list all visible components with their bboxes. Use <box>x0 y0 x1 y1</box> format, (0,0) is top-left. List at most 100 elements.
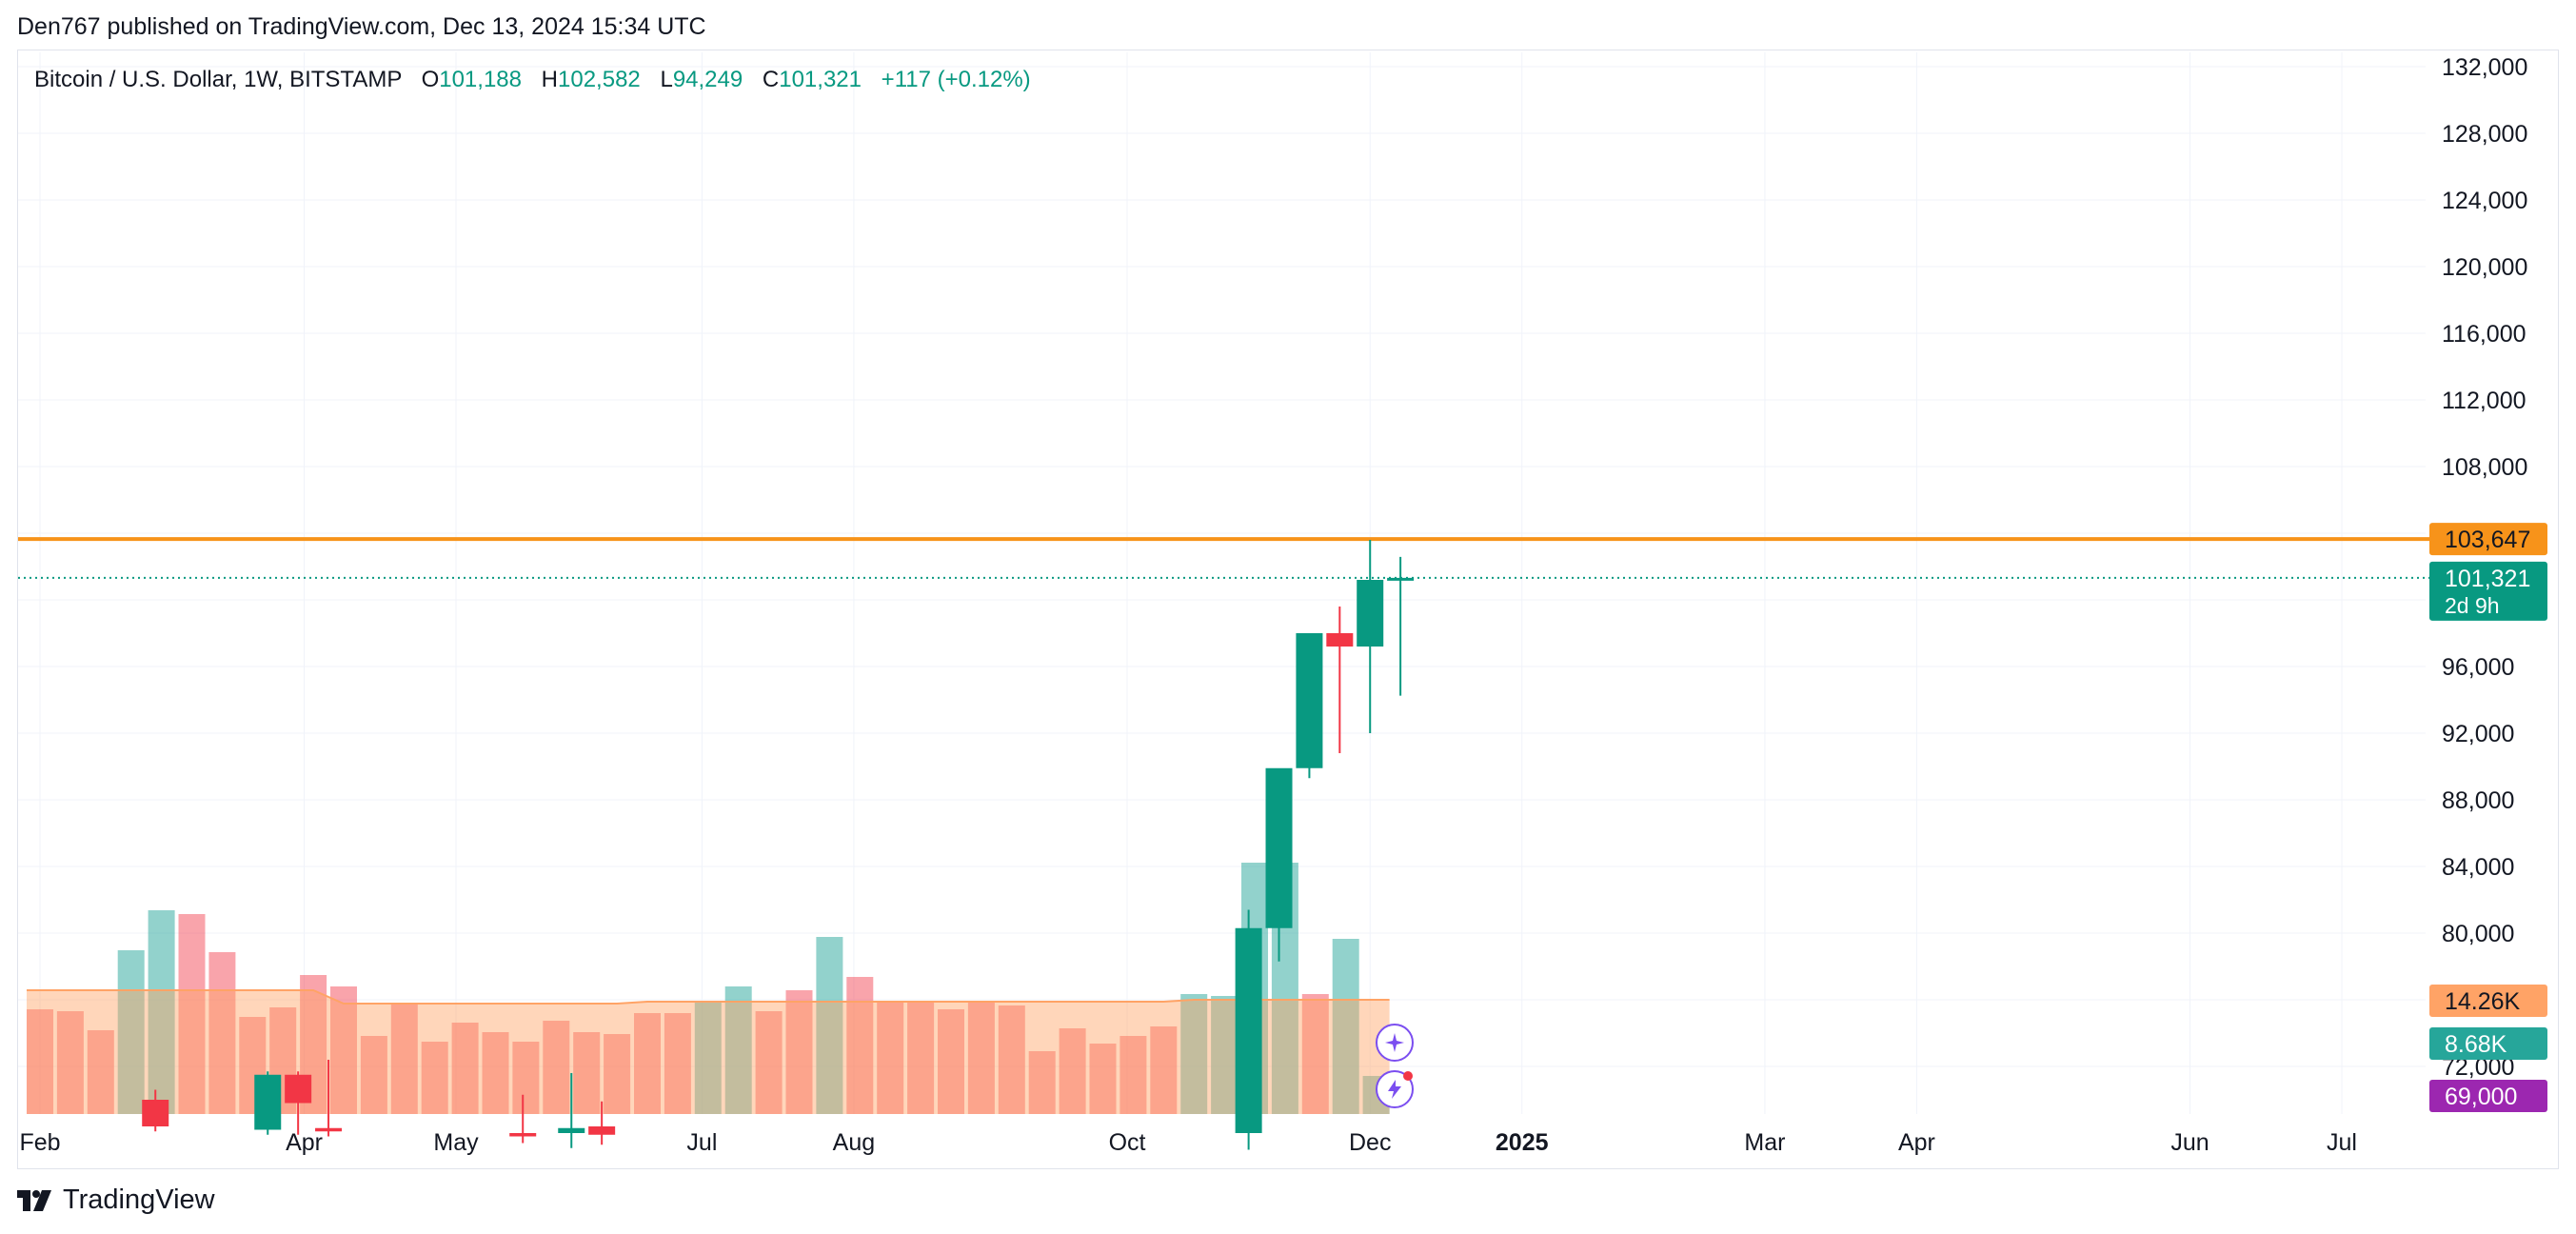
last-price-text: 101,321 <box>2445 566 2530 592</box>
volume-bar <box>390 1004 418 1114</box>
volume-bar <box>604 1034 631 1114</box>
horizontal-level-label-text: 103,647 <box>2445 527 2530 553</box>
candle-body <box>1357 580 1384 647</box>
volume-bar <box>482 1032 509 1114</box>
volume-bar <box>512 1042 540 1114</box>
symbol-legend: Bitcoin / U.S. Dollar, 1W, BITSTAMP O101… <box>34 67 1031 93</box>
legend-high-label: H <box>541 67 559 92</box>
volume-price-label-box <box>2429 1080 2547 1112</box>
volume-bar <box>967 1002 995 1114</box>
volume-bar <box>1180 994 1208 1114</box>
volume-bar <box>1150 1026 1178 1114</box>
volume-bar <box>360 1036 387 1114</box>
candle-body <box>1326 633 1354 647</box>
time-tick-label: Jul <box>686 1129 717 1156</box>
price-tick-label: 84,000 <box>2442 854 2514 881</box>
tradingview-brand: TradingView <box>63 1184 215 1215</box>
time-tick-label: Jun <box>2170 1129 2209 1156</box>
countdown-text: 2d 9h <box>2445 593 2500 618</box>
volume-bar <box>724 986 752 1114</box>
legend-high-value: 102,582 <box>558 67 641 92</box>
time-tick-label: Aug <box>833 1129 875 1156</box>
volume-bar <box>1301 994 1329 1114</box>
legend-open-value: 101,188 <box>439 67 522 92</box>
volume-ma-line <box>27 989 1390 1005</box>
volume-bar <box>1089 1044 1117 1114</box>
volume-ma-area <box>27 990 1390 1114</box>
volume-bar <box>694 1002 722 1114</box>
time-tick-label: Apr <box>286 1129 323 1156</box>
notification-dot <box>1403 1071 1413 1081</box>
time-tick-label: Apr <box>1898 1129 1935 1156</box>
volume-bar <box>573 1032 601 1114</box>
legend-close-value: 101,321 <box>779 67 862 92</box>
volume-bar <box>664 1013 691 1114</box>
volume-bar <box>1211 996 1238 1114</box>
volume-bar <box>148 910 175 1114</box>
tradingview-logo-icon <box>17 1189 51 1211</box>
candle-body <box>1296 633 1323 768</box>
volume-bar <box>877 1002 904 1114</box>
volume-bar <box>543 1021 570 1114</box>
price-tick-label: 112,000 <box>2442 388 2526 414</box>
price-tick-label: 96,000 <box>2442 654 2514 681</box>
price-tick-label: 80,000 <box>2442 921 2514 947</box>
tradingview-logo[interactable]: TradingView <box>17 1184 215 1216</box>
volume-ma-label-box <box>2429 985 2547 1017</box>
price-tick-label: 116,000 <box>2442 321 2526 348</box>
candle-body <box>254 1074 282 1130</box>
volume-bar <box>1120 1036 1147 1114</box>
price-tick-label: 88,000 <box>2442 787 2514 814</box>
horizontal-level-label-box <box>2429 523 2547 556</box>
volume-bar <box>56 1011 84 1114</box>
volume-bar <box>1028 1051 1056 1114</box>
volume-bar <box>998 1005 1025 1114</box>
volume-bar <box>451 1023 479 1114</box>
volume-value-label-box <box>2429 1027 2547 1060</box>
chart-frame <box>17 50 2559 1169</box>
volume-bar <box>938 1009 964 1114</box>
volume-bar <box>117 950 145 1114</box>
candle-body <box>142 1100 169 1126</box>
candle-body <box>315 1127 343 1132</box>
candle-body <box>285 1074 312 1104</box>
time-tick-label: Oct <box>1109 1129 1146 1156</box>
price-tick-label: 108,000 <box>2442 454 2527 481</box>
volume-bar <box>178 914 206 1114</box>
volume-bar <box>421 1042 448 1114</box>
publisher-line: Den767 published on TradingView.com, Dec… <box>17 13 706 40</box>
candle-body <box>558 1127 585 1133</box>
price-tick-label: 120,000 <box>2442 254 2527 281</box>
legend-open-label: O <box>421 67 440 92</box>
time-tick-label: Jul <box>2327 1129 2357 1156</box>
sparkle-icon[interactable] <box>1376 1024 1414 1062</box>
lightning-icon[interactable] <box>1376 1070 1414 1108</box>
volume-bar <box>634 1013 661 1114</box>
legend-low-value: 94,249 <box>672 67 743 92</box>
volume-bar <box>27 1009 53 1114</box>
volume-bar <box>816 937 843 1114</box>
legend-low-label: L <box>660 67 673 92</box>
volume-bar <box>1059 1028 1086 1114</box>
legend-symbol[interactable]: Bitcoin / U.S. Dollar, 1W, BITSTAMP <box>34 67 402 92</box>
volume-bar <box>87 1030 114 1114</box>
price-tick-label: 92,000 <box>2442 721 2514 747</box>
price-tick-label: 124,000 <box>2442 188 2527 214</box>
volume-bar <box>208 952 236 1114</box>
time-tick-label: 2025 <box>1496 1129 1549 1156</box>
volume-bar <box>907 1002 935 1114</box>
price-tick-label: 132,000 <box>2442 54 2527 81</box>
volume-price-label-text: 69,000 <box>2445 1084 2517 1110</box>
volume-bar <box>846 977 874 1114</box>
legend-change: +117 (+0.12%) <box>881 67 1031 92</box>
candle-body <box>1387 577 1415 581</box>
volume-ma-label-text: 14.26K <box>2445 988 2521 1015</box>
time-tick-label: Feb <box>19 1129 60 1156</box>
volume-bar <box>330 986 357 1114</box>
volume-value-label-text: 8.68K <box>2445 1031 2507 1058</box>
volume-bar <box>1332 939 1359 1114</box>
legend-close-label: C <box>762 67 780 92</box>
time-tick-label: Dec <box>1349 1129 1391 1156</box>
candle-body <box>588 1126 616 1135</box>
